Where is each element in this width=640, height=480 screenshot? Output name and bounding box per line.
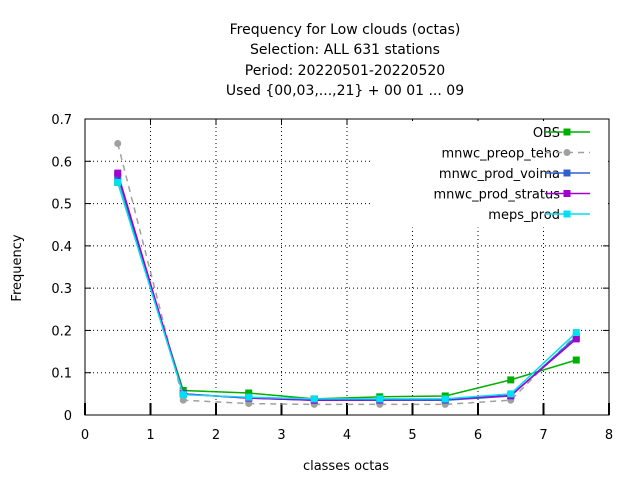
y-axis-label: Frequency: [10, 234, 25, 301]
chart-title: Frequency for Low clouds (octas) Selecti…: [226, 22, 464, 99]
x-tick-label: 6: [474, 428, 482, 443]
data-point: [114, 169, 122, 177]
title-line-2: Selection: ALL 631 stations: [250, 42, 440, 58]
legend-label: mnwc_preop_teho: [442, 147, 561, 162]
y-tick-label: 0.1: [51, 367, 72, 382]
y-tick-label: 0.2: [51, 324, 72, 339]
x-tick-label: 1: [146, 428, 154, 443]
legend-entry: mnwc_prod_stratus: [434, 188, 590, 203]
x-tick-label: 2: [212, 428, 220, 443]
data-point: [572, 335, 580, 343]
legend-label: meps_prod: [488, 208, 560, 223]
legend-label: mnwc_prod_stratus: [434, 188, 561, 203]
legend-entry: meps_prod: [488, 208, 590, 223]
x-tick-label: 4: [343, 428, 351, 443]
title-line-3: Period: 20220501-20220520: [245, 63, 445, 79]
y-tick-label: 0.7: [51, 113, 72, 128]
legend-swatch-marker: [563, 169, 571, 177]
data-point: [179, 391, 187, 399]
data-point: [245, 389, 253, 397]
x-tick-label: 8: [605, 428, 613, 443]
series-line-meps_prod: [117, 182, 577, 400]
legend-entry: OBS: [533, 126, 590, 141]
data-point: [441, 395, 449, 403]
legend-label: OBS: [533, 126, 560, 141]
data-point: [507, 376, 515, 384]
legend-entry: mnwc_prod_voima: [439, 167, 590, 182]
x-axis-label: classes octas: [303, 459, 389, 474]
series-line-mnwc_preop_teho: [117, 143, 577, 406]
data-point: [572, 356, 580, 364]
legend-swatch-marker: [563, 190, 571, 197]
data-point: [245, 400, 253, 408]
axes: 0 1 2 3 4 5 6 7 8 0 0.1 0.2 0.3 0.4 0.5 0.6 0.7: [51, 113, 613, 443]
legend-swatch-marker: [563, 128, 571, 136]
series-area: [114, 140, 580, 408]
x-tick-label: 7: [539, 428, 547, 443]
data-point: [572, 329, 580, 337]
legend-swatch-marker: [563, 210, 571, 218]
legend-label: mnwc_prod_voima: [439, 167, 560, 182]
y-tick-label: 0.5: [51, 198, 72, 213]
data-point: [114, 178, 122, 186]
data-point: [376, 395, 384, 403]
data-point: [507, 390, 515, 398]
x-tick-label: 5: [408, 428, 416, 443]
data-point: [179, 396, 187, 404]
x-tick-label: 0: [81, 428, 89, 443]
x-tick-label: 3: [277, 428, 285, 443]
data-point: [310, 395, 318, 403]
data-point: [245, 393, 253, 401]
y-tick-label: 0.3: [51, 282, 72, 297]
legend-entry: mnwc_preop_teho: [442, 147, 590, 162]
y-tick-label: 0.6: [51, 155, 72, 170]
series-line-OBS: [117, 182, 577, 400]
legend-swatch-marker: [563, 149, 571, 156]
y-tick-label: 0.4: [51, 240, 72, 255]
title-line-1: Frequency for Low clouds (octas): [230, 22, 461, 38]
series-meps_prod: [114, 178, 580, 403]
data-point: [114, 140, 122, 148]
y-tick-label: 0: [64, 409, 72, 424]
legend: OBS mnwc_preop_teho mnwc_prod_voima mnwc_pr…: [370, 121, 608, 228]
title-line-4: Used {00,03,...,21} + 00 01 ... 09: [226, 83, 464, 99]
